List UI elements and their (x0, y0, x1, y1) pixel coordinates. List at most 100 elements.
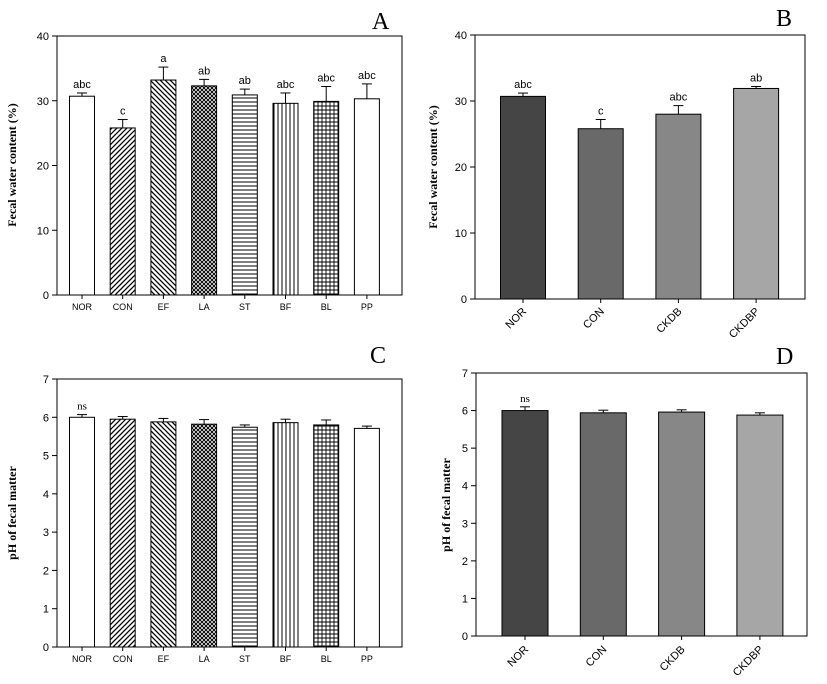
y-tick-label: 3 (43, 527, 49, 539)
significance-label: ns (77, 401, 87, 413)
bar-ckdbp (733, 87, 780, 300)
significance-label: c (598, 105, 604, 117)
panel-d-letter: D (776, 344, 793, 370)
panel-a-ylabel: Fecal water content (%) (5, 103, 19, 226)
bar-pp (353, 427, 380, 648)
significance-label: abc (317, 73, 335, 85)
y-tick-label: 10 (455, 228, 467, 240)
significance-label: a (160, 53, 167, 65)
y-tick-label: 20 (37, 161, 49, 173)
y-tick-label: 7 (43, 374, 49, 386)
x-tick-label: ST (239, 302, 251, 312)
x-tick-label: NOR (72, 654, 93, 664)
significance-label: ns (520, 393, 530, 405)
panel-c-ylabel: pH of fecal matter (5, 466, 19, 560)
x-tick-label: CON (584, 644, 610, 670)
bar-nor (69, 95, 95, 296)
bar-nor (69, 416, 95, 648)
panel-d-frame (475, 372, 808, 637)
x-tick-label: BL (321, 654, 332, 664)
y-tick-label: 5 (462, 443, 468, 455)
panel-b-letter: B (776, 6, 792, 32)
bar-ef (150, 421, 177, 648)
panel-c: C pH of fecal matter 0 1 2 3 4 5 6 7 NOR ns CON EF L… (5, 343, 403, 664)
y-tick-label: 1 (462, 593, 468, 605)
panel-d: D pH of fecal matter 0 1 2 3 4 5 6 7 NOR ns CON CKD… (439, 344, 808, 679)
y-tick-label: 30 (37, 96, 49, 108)
x-tick-label: CKDBP (731, 644, 766, 679)
panel-b-ylabel: Fecal water content (%) (426, 105, 440, 228)
x-tick-label: CON (113, 302, 133, 312)
panel-c-frame (56, 378, 403, 648)
bar-nor (500, 95, 546, 300)
bar-ckdb (655, 113, 702, 300)
x-tick-label: CON (581, 306, 607, 332)
y-tick-label: 1 (43, 604, 49, 616)
bar-st (231, 94, 258, 296)
panel-a: A Fecal water content (%) 0 10 20 30 40 NOR ab… (5, 9, 403, 312)
panel-b: B Fecal water content (%) 0 10 20 30 40 NOR ab… (426, 6, 806, 341)
x-tick-label: NOR (72, 302, 93, 312)
panel-d-plot: 0 1 2 3 4 5 6 7 NOR ns CON CKDB CKDBP (462, 368, 784, 679)
x-tick-label: CON (113, 654, 133, 664)
x-tick-label: ST (239, 654, 251, 664)
y-tick-label: 0 (461, 294, 467, 306)
significance-label: abc (514, 79, 532, 91)
significance-label: ab (750, 72, 762, 84)
panel-a-frame (56, 35, 403, 296)
x-tick-label: BL (321, 302, 332, 312)
bar-st (231, 426, 258, 648)
bar-con (109, 418, 136, 648)
y-tick-label: 2 (43, 565, 49, 577)
x-tick-label: CKDB (654, 306, 684, 336)
y-tick-label: 40 (37, 31, 49, 43)
y-tick-label: 6 (462, 406, 468, 418)
x-tick-label: NOR (505, 644, 531, 670)
y-tick-label: 7 (462, 368, 468, 380)
bar-ef (150, 79, 177, 296)
significance-label: abc (73, 79, 91, 91)
bar-bf (272, 102, 299, 296)
x-tick-label: CKDB (658, 644, 688, 674)
bar-ckdb (658, 411, 706, 637)
bar-bl (313, 100, 340, 296)
bar-ckdbp (736, 414, 784, 637)
y-tick-label: 40 (455, 30, 467, 42)
significance-label: ab (198, 65, 210, 77)
x-tick-label: EF (158, 302, 170, 312)
bar-la (191, 423, 218, 648)
bar-con (109, 127, 136, 296)
panel-b-plot: 0 10 20 30 40 NOR abc CON c CKDB abc CKDBP ab (455, 30, 780, 341)
x-tick-label: PP (361, 654, 373, 664)
bar-bl (313, 424, 340, 648)
y-tick-label: 0 (462, 631, 468, 643)
x-tick-label: PP (361, 302, 373, 312)
significance-label: abc (277, 79, 295, 91)
significance-label: abc (670, 92, 688, 104)
y-tick-label: 20 (455, 162, 467, 174)
x-tick-label: BF (280, 654, 292, 664)
x-tick-label: LA (199, 654, 210, 664)
y-tick-label: 3 (462, 518, 468, 530)
y-tick-label: 2 (462, 556, 468, 568)
significance-label: ab (239, 75, 251, 87)
y-tick-label: 4 (462, 481, 468, 493)
significance-label: abc (358, 70, 376, 82)
bar-pp (353, 98, 380, 296)
panel-c-letter: C (370, 343, 386, 369)
y-tick-label: 5 (43, 451, 49, 463)
y-tick-label: 10 (37, 225, 49, 237)
x-tick-label: NOR (503, 306, 529, 332)
y-tick-label: 6 (43, 412, 49, 424)
y-tick-label: 0 (43, 290, 49, 302)
panel-a-letter: A (372, 9, 390, 35)
y-tick-label: 30 (455, 96, 467, 108)
bar-nor (501, 410, 549, 637)
significance-label: c (120, 106, 126, 118)
x-tick-label: LA (199, 302, 210, 312)
y-tick-label: 0 (43, 642, 49, 654)
panel-d-ylabel: pH of fecal matter (439, 458, 453, 552)
x-tick-label: BF (280, 302, 292, 312)
panel-c-plot: 0 1 2 3 4 5 6 7 NOR ns CON EF LA ST BF BL PP (43, 374, 380, 664)
